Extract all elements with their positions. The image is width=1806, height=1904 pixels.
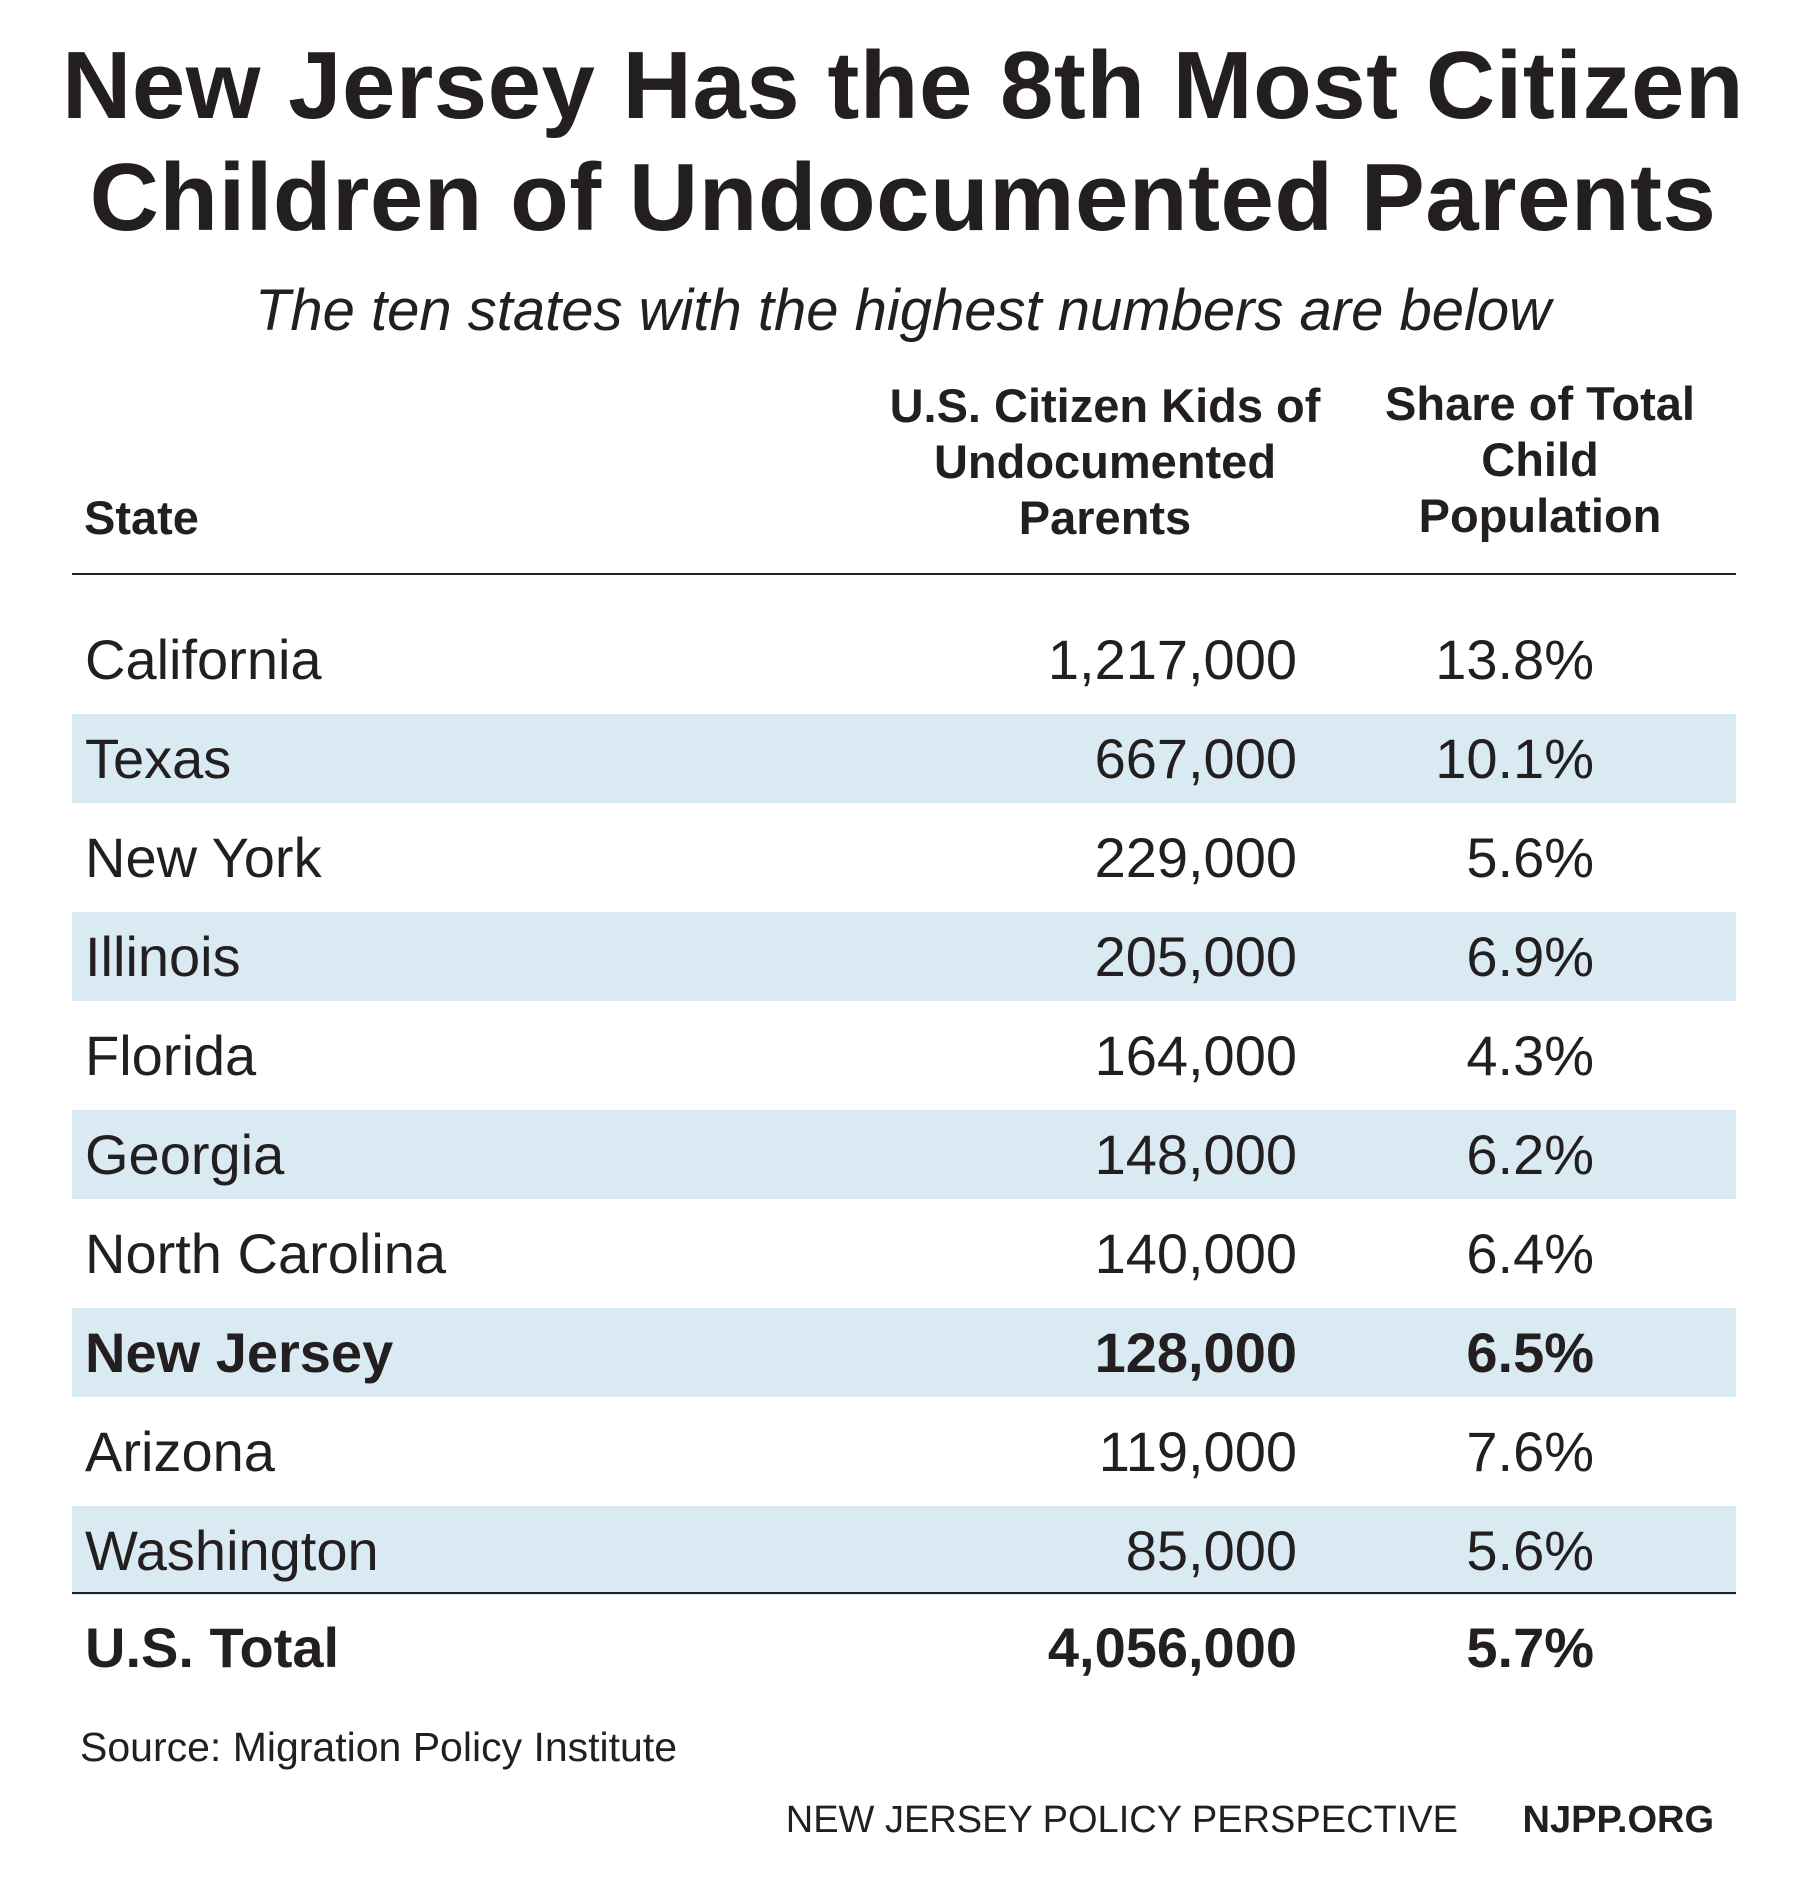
kids-value: 1,217,000 bbox=[1047, 628, 1297, 691]
state-name: New York bbox=[85, 826, 322, 889]
table-row: Washington 85,000 5.6% bbox=[72, 1506, 1736, 1595]
total-kids-value: 4,056,000 bbox=[1047, 1616, 1297, 1679]
column-header-kids-line-1: U.S. Citizen Kids of bbox=[889, 379, 1321, 432]
share-value: 7.6% bbox=[1466, 1420, 1594, 1483]
state-name: North Carolina bbox=[85, 1222, 447, 1285]
column-header-state-line-1: State bbox=[84, 491, 199, 544]
chart-title-line-2: Children of Undocumented Parents bbox=[89, 144, 1717, 251]
kids-value: 119,000 bbox=[1098, 1420, 1297, 1483]
table-row: New Jersey 128,000 6.5% bbox=[72, 1308, 1736, 1397]
table-row: Illinois 205,000 6.9% bbox=[72, 912, 1736, 1001]
table-row: North Carolina 140,000 6.4% bbox=[72, 1209, 1736, 1298]
column-header-share-line-1: Share of Total bbox=[1385, 377, 1695, 430]
column-header-share: Share of Total Child Population bbox=[1360, 376, 1720, 544]
table-row: New York 229,000 5.6% bbox=[72, 813, 1736, 902]
state-name: Arizona bbox=[85, 1420, 275, 1483]
kids-value: 667,000 bbox=[1094, 727, 1297, 790]
chart-title: New Jersey Has the 8th Most Citizen Chil… bbox=[0, 30, 1806, 254]
total-row: U.S. Total 4,056,000 5.7% bbox=[72, 1603, 1736, 1692]
kids-value: 229,000 bbox=[1094, 826, 1297, 889]
total-share-value: 5.7% bbox=[1466, 1616, 1594, 1679]
share-value: 5.6% bbox=[1466, 826, 1594, 889]
source-note: Source: Migration Policy Institute bbox=[80, 1724, 678, 1770]
column-header-share-line-3: Population bbox=[1418, 489, 1662, 542]
share-value: 4.3% bbox=[1466, 1024, 1594, 1087]
table-row: Florida 164,000 4.3% bbox=[72, 1011, 1736, 1100]
chart-subtitle: The ten states with the highest numbers … bbox=[254, 278, 1552, 343]
share-value: 5.6% bbox=[1466, 1519, 1594, 1582]
table-row: Texas 667,000 10.1% bbox=[72, 714, 1736, 803]
state-name: New Jersey bbox=[85, 1321, 394, 1384]
kids-value: 128,000 bbox=[1094, 1321, 1297, 1384]
share-value: 6.4% bbox=[1466, 1222, 1594, 1285]
kids-value: 140,000 bbox=[1094, 1222, 1297, 1285]
total-divider bbox=[72, 1592, 1736, 1594]
column-header-kids-line-2: Undocumented bbox=[933, 435, 1277, 488]
header-divider bbox=[72, 573, 1736, 575]
kids-value: 148,000 bbox=[1094, 1123, 1297, 1186]
column-header-kids: U.S. Citizen Kids of Undocumented Parent… bbox=[850, 378, 1360, 546]
chart-title-line-1: New Jersey Has the 8th Most Citizen bbox=[62, 32, 1744, 139]
kids-value: 164,000 bbox=[1094, 1024, 1297, 1087]
share-value: 13.8% bbox=[1435, 628, 1594, 691]
state-name: Georgia bbox=[85, 1123, 285, 1186]
kids-value: 205,000 bbox=[1094, 925, 1297, 988]
share-value: 10.1% bbox=[1435, 727, 1594, 790]
table-row: Arizona 119,000 7.6% bbox=[72, 1407, 1736, 1496]
footer-url: NJPP.ORG bbox=[1522, 1799, 1714, 1841]
total-label: U.S. Total bbox=[85, 1616, 340, 1679]
column-header-state: State bbox=[84, 490, 199, 546]
column-header-share-line-2: Child bbox=[1481, 433, 1599, 486]
share-value: 6.2% bbox=[1466, 1123, 1594, 1186]
column-header-kids-line-3: Parents bbox=[1018, 491, 1192, 544]
table-row: California 1,217,000 13.8% bbox=[72, 615, 1736, 704]
state-name: Illinois bbox=[85, 925, 241, 988]
kids-value: 85,000 bbox=[1125, 1519, 1297, 1582]
state-name: California bbox=[85, 628, 322, 691]
state-name: Washington bbox=[85, 1519, 379, 1582]
share-value: 6.5% bbox=[1466, 1321, 1594, 1384]
share-value: 6.9% bbox=[1466, 925, 1594, 988]
state-name: Texas bbox=[85, 727, 232, 790]
state-name: Florida bbox=[85, 1024, 257, 1087]
table-row: Georgia 148,000 6.2% bbox=[72, 1110, 1736, 1199]
footer-organization: NEW JERSEY POLICY PERSPECTIVE bbox=[785, 1799, 1458, 1841]
